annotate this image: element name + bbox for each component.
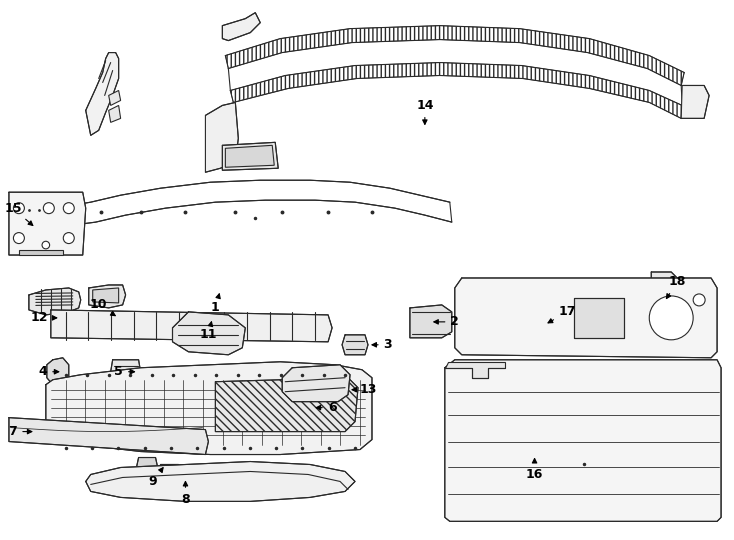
Polygon shape — [109, 91, 120, 105]
Polygon shape — [575, 298, 625, 338]
Text: 8: 8 — [181, 482, 190, 506]
Polygon shape — [222, 143, 278, 170]
Polygon shape — [9, 192, 86, 255]
Polygon shape — [172, 312, 245, 355]
Text: 10: 10 — [90, 299, 115, 316]
Polygon shape — [86, 52, 119, 136]
Text: 3: 3 — [372, 338, 392, 352]
Polygon shape — [410, 305, 452, 338]
Polygon shape — [222, 12, 261, 40]
Polygon shape — [445, 362, 505, 377]
Polygon shape — [136, 457, 159, 482]
Polygon shape — [651, 300, 675, 322]
Polygon shape — [215, 377, 358, 431]
Polygon shape — [342, 335, 368, 355]
Text: 12: 12 — [30, 312, 57, 325]
Polygon shape — [109, 105, 120, 123]
Polygon shape — [92, 288, 119, 303]
Circle shape — [42, 241, 50, 249]
Polygon shape — [86, 462, 355, 502]
Text: 2: 2 — [434, 315, 459, 328]
Text: 6: 6 — [316, 401, 336, 414]
Polygon shape — [46, 362, 372, 455]
Circle shape — [63, 233, 74, 244]
Polygon shape — [159, 464, 181, 482]
Polygon shape — [455, 278, 717, 358]
Polygon shape — [282, 364, 350, 402]
Polygon shape — [29, 288, 81, 315]
Polygon shape — [445, 360, 721, 521]
Circle shape — [43, 202, 54, 214]
Polygon shape — [111, 360, 141, 384]
Text: 11: 11 — [200, 322, 217, 341]
Text: 5: 5 — [115, 365, 134, 378]
Text: 13: 13 — [352, 383, 377, 396]
Polygon shape — [225, 145, 275, 167]
Polygon shape — [9, 417, 208, 455]
Text: 18: 18 — [666, 275, 686, 299]
Circle shape — [63, 202, 74, 214]
Circle shape — [13, 233, 24, 244]
Polygon shape — [651, 272, 677, 298]
Ellipse shape — [505, 295, 534, 340]
Text: 1: 1 — [211, 294, 220, 314]
Polygon shape — [681, 85, 709, 118]
Polygon shape — [230, 63, 682, 118]
Polygon shape — [206, 103, 239, 172]
Circle shape — [13, 202, 24, 214]
Circle shape — [693, 294, 705, 306]
Circle shape — [650, 296, 693, 340]
Text: 15: 15 — [4, 201, 33, 226]
Polygon shape — [89, 285, 126, 308]
Text: 4: 4 — [38, 365, 59, 378]
Polygon shape — [51, 310, 332, 342]
Text: 16: 16 — [526, 458, 543, 481]
Polygon shape — [47, 358, 69, 384]
Text: 17: 17 — [548, 306, 576, 323]
Text: 14: 14 — [416, 99, 434, 124]
Text: 9: 9 — [148, 468, 163, 488]
Polygon shape — [19, 250, 63, 255]
Text: 7: 7 — [9, 425, 32, 438]
Polygon shape — [73, 180, 452, 225]
Polygon shape — [225, 25, 684, 85]
